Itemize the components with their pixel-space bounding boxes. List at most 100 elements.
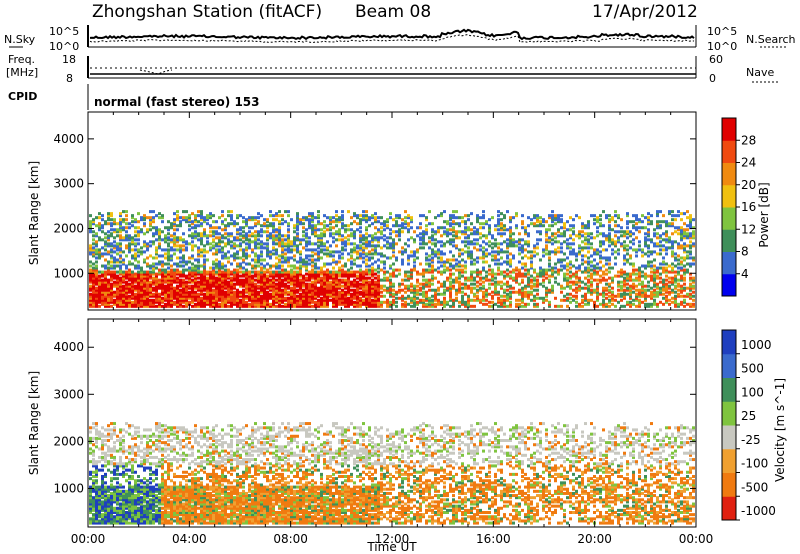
power-gate [395,300,398,304]
power-gate [182,298,185,302]
power-gate [647,294,650,298]
power-gate [158,236,161,240]
power-gate [308,220,311,224]
power-gate [101,270,104,274]
power-gate [629,272,632,276]
power-gate [254,222,257,226]
power-gate [209,216,212,220]
power-gate [440,252,443,256]
power-gate [665,296,668,300]
power-gate [179,304,182,308]
power-gate [596,298,599,302]
power-gate [569,286,572,290]
power-gate [641,226,644,230]
power-gate [278,292,281,296]
power-gate [449,284,452,288]
power-gate [203,232,206,236]
power-gate [518,248,521,252]
power-gate [116,246,119,250]
power-gate [599,278,602,282]
power-gate [530,286,533,290]
power-gate [302,300,305,304]
power-gate [341,284,344,288]
power-gate [359,248,362,252]
power-gate [287,296,290,300]
power-gate [653,292,656,296]
power-gate [179,256,182,260]
power-gate [257,238,260,242]
power-gate [128,236,131,240]
power-gate [617,216,620,220]
power-gate [89,304,92,308]
power-gate [149,294,152,298]
power-gate [341,246,344,250]
power-gate [155,274,158,278]
power-gate [200,288,203,292]
power-gate [113,292,116,296]
power-gate [356,294,359,298]
power-gate [302,226,305,230]
power-gate [167,284,170,288]
power-gate [143,240,146,244]
power-gate [410,288,413,292]
power-gate [239,292,242,296]
power-gate [425,252,428,256]
power-gate [539,266,542,270]
power-gate [107,250,110,254]
power-gate [446,222,449,226]
power-gate [317,304,320,308]
power-gate [158,230,161,234]
power-gate [212,296,215,300]
power-gate [212,238,215,242]
power-gate [203,218,206,222]
power-gate [353,292,356,296]
power-gate [305,240,308,244]
power-gate [182,248,185,252]
power-gate [299,286,302,290]
power-gate [365,284,368,288]
power-gate [278,276,281,280]
power-gate [206,288,209,292]
power-gate [593,268,596,272]
power-gate [203,216,206,220]
power-gate [422,290,425,294]
power-gate [596,216,599,220]
power-gate [176,228,179,232]
power-gate [311,220,314,224]
power-gate [374,250,377,254]
power-gate [197,234,200,238]
power-gate [302,302,305,306]
power-gate [95,248,98,252]
power-gate [512,270,515,274]
power-gate [296,278,299,282]
power-gate [233,242,236,246]
power-gate [494,292,497,296]
power-gate [428,270,431,274]
power-gate [563,240,566,244]
power-gate [137,250,140,254]
power-gate [176,270,179,274]
power-gate [317,228,320,232]
power-gate [365,210,368,214]
power-gate [188,286,191,290]
power-gate [140,294,143,298]
power-gate [263,278,266,282]
power-gate [548,262,551,266]
power-gate [107,292,110,296]
power-gate [662,288,665,292]
power-gate [362,274,365,278]
power-gate [359,300,362,304]
power-gate [218,282,221,286]
power-gate [458,274,461,278]
power-gate [110,242,113,246]
power-gate [362,286,365,290]
power-gate [572,224,575,228]
power-gate [101,224,104,228]
power-gate [458,304,461,308]
power-gate [665,290,668,294]
power-gate [218,288,221,292]
power-gate [509,220,512,224]
power-gate [206,214,209,218]
power-gate [455,288,458,292]
power-gate [257,232,260,236]
